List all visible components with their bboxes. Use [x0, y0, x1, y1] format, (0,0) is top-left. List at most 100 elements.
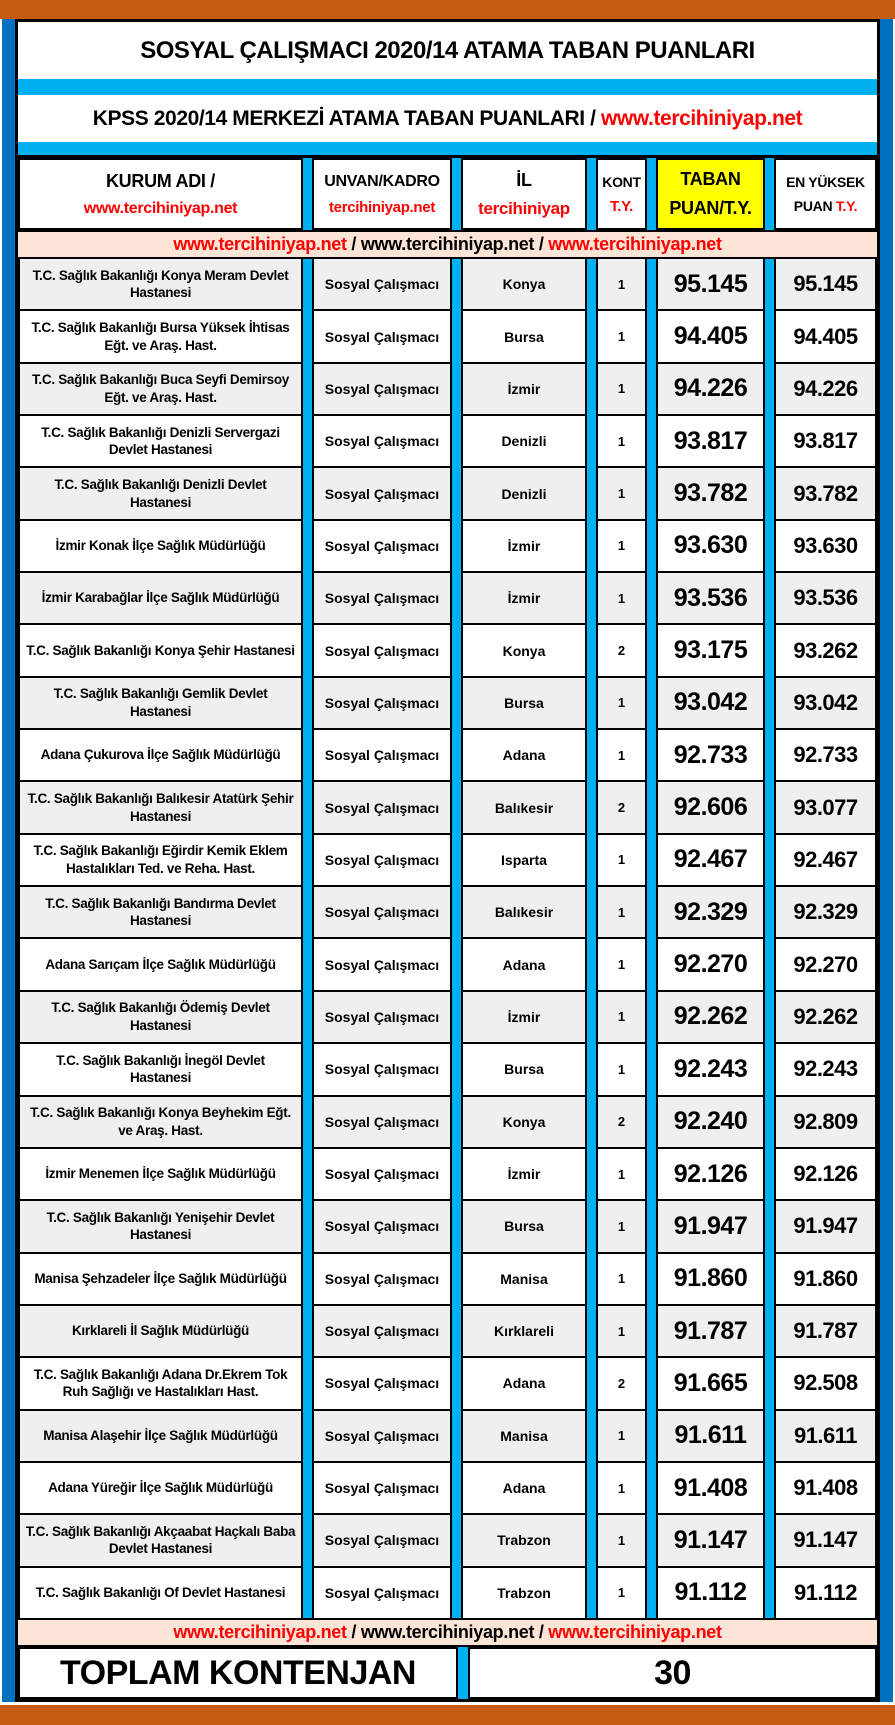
- table-cell-il-text: İzmir: [507, 1008, 541, 1025]
- table-cell-kurum: T.C. Sağlık Bakanlığı Buca Seyfi Demirso…: [20, 363, 301, 417]
- table-cell-kurum-text: Manisa Alaşehir İlçe Sağlık Müdürlüğü: [43, 1427, 278, 1443]
- table-cell-il-text: Balıkesir: [494, 799, 554, 816]
- table-cell-yuksek-text: 92.126: [793, 1161, 858, 1187]
- table-cell-kurum-text: İzmir Menemen İlçe Sağlık Müdürlüğü: [45, 1166, 276, 1182]
- separator-slash: /: [534, 234, 549, 254]
- table-cell-unvan-text: Sosyal Çalışmacı: [324, 380, 440, 397]
- table-cell-taban-text: 92.126: [673, 1159, 748, 1188]
- table-cell-kont: 1: [598, 1305, 645, 1359]
- table-cell-yuksek-text: 91.147: [793, 1527, 858, 1553]
- column-divider: [303, 259, 312, 1618]
- table-cell-unvan-text: Sosyal Çalışmacı: [324, 1375, 440, 1392]
- table-cell-kurum-text: T.C. Sağlık Bakanlığı Adana Dr.Ekrem Tok…: [33, 1366, 288, 1400]
- table-cell-kurum: T.C. Sağlık Bakanlığı Konya Meram Devlet…: [20, 259, 301, 312]
- table-cell-kurum-text: Adana Yüreğir İlçe Sağlık Müdürlüğü: [48, 1480, 273, 1496]
- table-cell-il-text: Konya: [502, 642, 546, 659]
- table-cell-yuksek-text: 92.467: [793, 846, 858, 872]
- column-taban: 95.145 94.405 94.226 93.817 93.782 93.630 93.5…: [656, 259, 765, 1618]
- table-cell-yuksek-text: 92.243: [793, 1056, 858, 1082]
- column-il: Konya Bursa İzmir Denizli Denizli İzmir İzmir K…: [461, 259, 587, 1618]
- table-cell-kurum-text: T.C. Sağlık Bakanlığı Denizli Devlet Has…: [54, 477, 267, 510]
- table-cell-il: Trabzon: [463, 1567, 585, 1618]
- table-cell-kurum: T.C. Sağlık Bakanlığı Bursa Yüksek İhtis…: [20, 311, 301, 364]
- table-cell-unvan: Sosyal Çalışmacı: [314, 939, 450, 992]
- separator-url: www.tercihiniyap.net: [360, 1622, 535, 1642]
- table-cell-taban: 91.665: [658, 1358, 763, 1411]
- table-cell-kont: 1: [598, 1515, 645, 1568]
- table-cell-il-text: Bursa: [504, 694, 544, 711]
- table-cell-taban: 93.630: [658, 520, 763, 574]
- separator-url: www.tercihiniyap.net: [360, 234, 535, 254]
- header-taban-line1: TABAN: [680, 169, 741, 189]
- table-cell-il: İzmir: [463, 1148, 585, 1202]
- table-cell-kurum-text: İzmir Konak İlçe Sağlık Müdürlüğü: [55, 538, 266, 554]
- table-cell-unvan-text: Sosyal Çalışmacı: [324, 747, 440, 764]
- table-cell-il-text: Adana: [502, 1480, 546, 1497]
- table-cell-taban-text: 91.408: [673, 1473, 748, 1502]
- table-cell-taban-text: 94.405: [673, 322, 748, 351]
- table-cell-kont: 1: [598, 1148, 645, 1202]
- table-cell-kont-text: 1: [617, 1585, 626, 1601]
- table-cell-kont-text: 2: [617, 1375, 626, 1391]
- table-cell-kurum-text: T.C. Sağlık Bakanlığı Balıkesir Atatürk …: [27, 791, 294, 824]
- table-cell-kont: 2: [598, 782, 645, 835]
- table-cell-il: Konya: [463, 1096, 585, 1149]
- table-cell-kurum-text: T.C. Sağlık Bakanlığı Akçaabat Haçkalı B…: [25, 1523, 296, 1557]
- header-unvan-website: tercihiniyap.net: [328, 198, 436, 216]
- column-divider: [647, 158, 656, 230]
- table-cell-taban-text: 92.240: [673, 1107, 748, 1136]
- table-cell-yuksek-text: 94.405: [793, 323, 858, 349]
- table-cell-kurum-text: T.C. Sağlık Bakanlığı İnegöl Devlet Hast…: [56, 1052, 265, 1086]
- table-cell-unvan-text: Sosyal Çalışmacı: [324, 328, 440, 345]
- table-cell-yuksek: 95.145: [776, 259, 875, 312]
- table-cell-taban: 92.270: [658, 939, 763, 992]
- table-cell-unvan-text: Sosyal Çalışmacı: [324, 851, 440, 868]
- table-cell-kont-text: 1: [617, 433, 626, 449]
- header-yuksek-puan: PUAN: [793, 198, 836, 214]
- table-cell-kurum: T.C. Sağlık Bakanlığı Bandırma Devlet Ha…: [20, 887, 301, 940]
- table-cell-unvan-text: Sosyal Çalışmacı: [324, 1008, 440, 1025]
- table-cell-kurum: T.C. Sağlık Bakanlığı Eğirdir Kemik Ekle…: [20, 834, 301, 888]
- table-cell-kurum-text: T.C. Sağlık Bakanlığı Konya Meram Devlet…: [32, 267, 289, 301]
- table-cell-unvan: Sosyal Çalışmacı: [314, 1148, 450, 1202]
- table-cell-il: İzmir: [463, 991, 585, 1045]
- table-cell-taban-text: 91.947: [673, 1211, 748, 1240]
- table-cell-kont-text: 2: [617, 800, 626, 816]
- table-cell-kurum: Adana Yüreğir İlçe Sağlık Müdürlüğü: [20, 1462, 301, 1516]
- table-frame: SOSYAL ÇALIŞMACI 2020/14 ATAMA TABAN PUA…: [15, 19, 880, 1702]
- table-cell-kont-text: 1: [617, 1532, 626, 1548]
- header-taban-line2: PUAN/T.Y.: [669, 198, 752, 218]
- separator-url: www.tercihiniyap.net: [173, 234, 347, 254]
- table-cell-unvan-text: Sosyal Çalışmacı: [324, 1427, 440, 1444]
- table-cell-kont: 1: [598, 887, 645, 940]
- table-cell-il: Kırklareli: [463, 1305, 585, 1359]
- header-unvan-label: UNVAN/KADRO: [324, 172, 440, 190]
- table-cell-kont-text: 2: [617, 643, 626, 659]
- table-cell-il: Bursa: [463, 1044, 585, 1097]
- table-cell-il-text: Denizli: [501, 485, 547, 502]
- table-cell-il-text: İzmir: [507, 380, 541, 397]
- table-cell-kont: 1: [598, 1201, 645, 1254]
- separator-slash: /: [534, 1622, 549, 1642]
- table-cell-unvan: Sosyal Çalışmacı: [314, 1515, 450, 1568]
- header-kont: KONT T.Y.: [596, 158, 647, 230]
- table-cell-kurum: T.C. Sağlık Bakanlığı Balıkesir Atatürk …: [20, 782, 301, 835]
- table-cell-kont-text: 1: [617, 590, 626, 606]
- table-cell-taban-text: 92.606: [673, 793, 748, 822]
- table-cell-il-text: Bursa: [504, 328, 544, 345]
- table-cell-kont-text: 1: [617, 1061, 626, 1077]
- table-cell-kurum: T.C. Sağlık Bakanlığı Akçaabat Haçkalı B…: [20, 1515, 301, 1568]
- table-cell-unvan-text: Sosyal Çalışmacı: [324, 537, 440, 554]
- table-cell-il-text: Isparta: [501, 851, 547, 868]
- table-cell-kurum-text: T.C. Sağlık Bakanlığı Bursa Yüksek İhtis…: [31, 319, 290, 353]
- table-cell-il-text: Kırklareli: [494, 1323, 554, 1340]
- table-cell-unvan: Sosyal Çalışmacı: [314, 259, 450, 312]
- table-cell-kurum: Kırklareli İl Sağlık Müdürlüğü: [20, 1305, 301, 1359]
- table-cell-yuksek: 91.147: [776, 1515, 875, 1568]
- table-cell-taban: 91.112: [658, 1567, 763, 1618]
- table-cell-kont: 1: [598, 520, 645, 574]
- table-cell-taban: 92.240: [658, 1096, 763, 1149]
- table-cell-kont-text: 1: [617, 695, 626, 711]
- table-cell-il: Isparta: [463, 834, 585, 888]
